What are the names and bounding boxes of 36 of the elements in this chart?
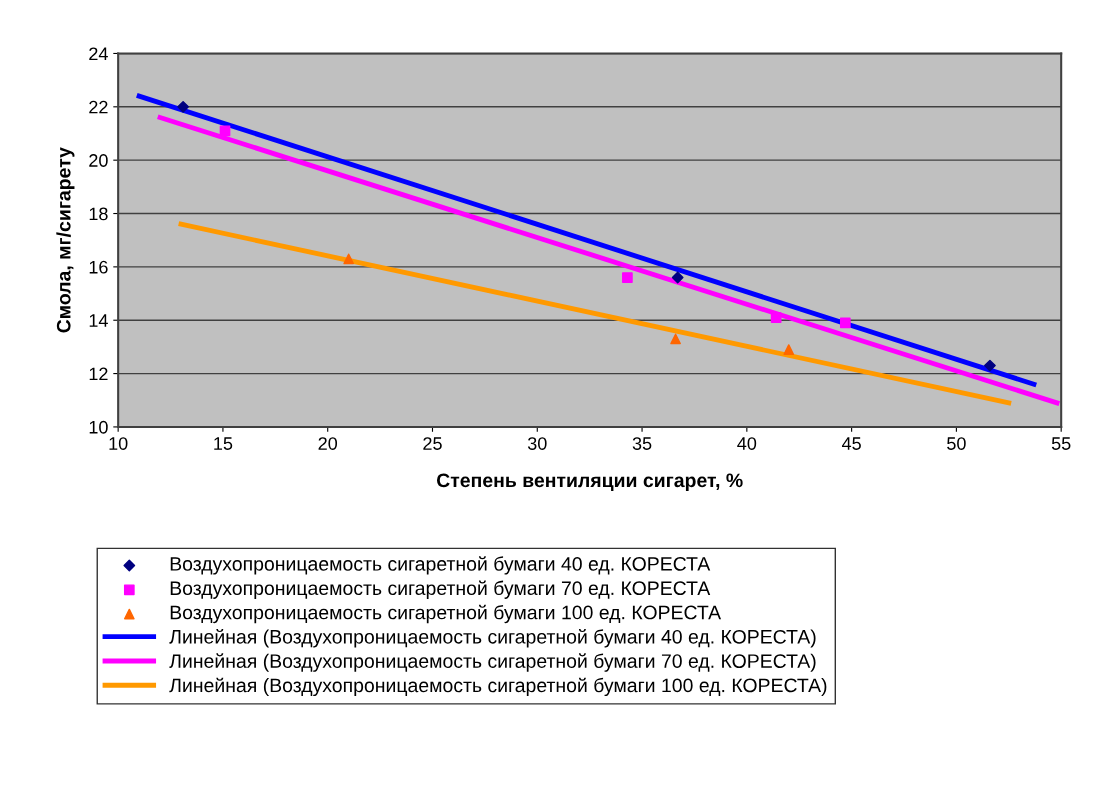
y-tick-label: 22 xyxy=(89,100,108,114)
y-tick-label: 10 xyxy=(89,420,108,434)
x-tick-label: 10 xyxy=(109,437,128,450)
x-tick-label: 20 xyxy=(318,437,338,450)
legend-label: Линейная (Воздухопроницаемость сигаретной бумаги 100 ед. КОРЕСТА) xyxy=(169,677,827,697)
point xyxy=(671,271,684,284)
x-tick-label: 45 xyxy=(841,437,861,450)
x-tick-label: 35 xyxy=(632,437,652,450)
point xyxy=(177,100,190,113)
point xyxy=(783,344,795,355)
y-tick-label: 16 xyxy=(89,260,108,274)
x-tick-label: 30 xyxy=(527,437,547,450)
x-axis-title: Степень вентиляции сигарет, % xyxy=(436,473,743,492)
point xyxy=(670,333,681,345)
point xyxy=(219,125,231,137)
y-tick-label: 18 xyxy=(89,207,108,221)
legend-label: Линейная (Воздухопроницаемость сигаретной бумаги 40 ед. КОРЕСТА) xyxy=(169,629,816,648)
x-tick-label: 25 xyxy=(423,437,442,450)
x-tick-label: 15 xyxy=(214,437,233,450)
legend-label: Воздухопроницаемость сигаретной бумаги 100 ед. КОРЕСТА xyxy=(170,604,722,624)
legend-label: Воздухопроницаемость сигаретной бумаги 70 ед. КОРЕСТА xyxy=(170,580,711,599)
y-tick-label: 24 xyxy=(89,47,108,61)
point xyxy=(622,272,633,283)
point xyxy=(770,312,782,323)
x-tick-label: 50 xyxy=(947,437,966,450)
y-tick-label: 12 xyxy=(89,367,108,381)
y-axis-title: Смола, мг/сигарету xyxy=(56,147,75,333)
x-tick-label: 40 xyxy=(737,437,757,450)
y-tick-label: 20 xyxy=(89,154,108,167)
legend-label: Линейная (Воздухопроницаемость сигаретной бумаги 70 ед. КОРЕСТА) xyxy=(169,653,816,672)
point xyxy=(984,359,996,372)
point xyxy=(839,317,851,329)
y-tick-label: 14 xyxy=(89,314,108,327)
x-tick-label: 55 xyxy=(1051,437,1071,450)
point xyxy=(343,253,355,265)
legend-label: Воздухопроницаемость сигаретной бумаги 40 ед. КОРЕСТА xyxy=(170,556,711,575)
